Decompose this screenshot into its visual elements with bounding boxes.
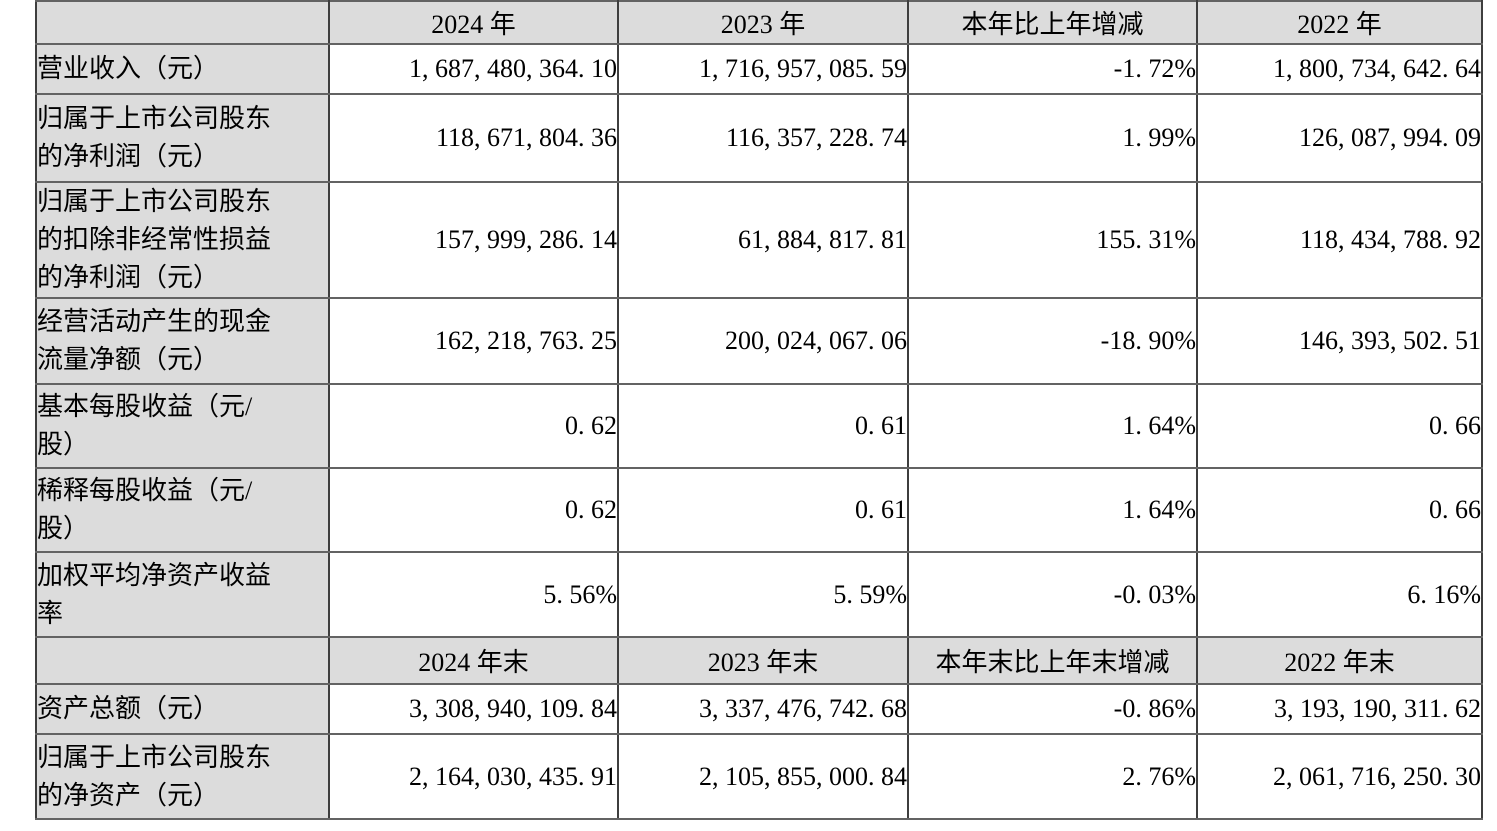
cell-value: 200, 024, 067. 06 xyxy=(617,297,909,385)
column-header-yoy-change: 本年比上年增减 xyxy=(907,0,1198,45)
cell-value: -18. 90% xyxy=(907,297,1198,385)
row-label: 加权平均净资产收益 率 xyxy=(35,551,330,638)
cell-value: 2, 164, 030, 435. 91 xyxy=(328,733,619,820)
row-label: 稀释每股收益（元/ 股） xyxy=(35,467,330,553)
cell-value: 61, 884, 817. 81 xyxy=(617,181,909,299)
row-label: 归属于上市公司股东 的净资产（元） xyxy=(35,733,330,820)
cell-value: 0. 66 xyxy=(1196,467,1483,553)
cell-value: 0. 66 xyxy=(1196,383,1483,469)
row-label: 归属于上市公司股东 的扣除非经常性损益 的净利润（元） xyxy=(35,181,330,299)
table-row-net-assets: 归属于上市公司股东 的净资产（元） 2, 164, 030, 435. 91 2… xyxy=(35,733,1483,820)
row-label: 基本每股收益（元/ 股） xyxy=(35,383,330,469)
row-label: 营业收入（元） xyxy=(35,43,330,95)
column-header-2024-end: 2024 年末 xyxy=(328,636,619,685)
cell-value: 0. 61 xyxy=(617,383,909,469)
table-row-basic-eps: 基本每股收益（元/ 股） 0. 62 0. 61 1. 64% 0. 66 xyxy=(35,383,1483,469)
cell-value: 2. 76% xyxy=(907,733,1198,820)
cell-value: 118, 434, 788. 92 xyxy=(1196,181,1483,299)
table-row-diluted-eps: 稀释每股收益（元/ 股） 0. 62 0. 61 1. 64% 0. 66 xyxy=(35,467,1483,553)
cell-value: 0. 61 xyxy=(617,467,909,553)
cell-value: 6. 16% xyxy=(1196,551,1483,638)
cell-value: 118, 671, 804. 36 xyxy=(328,93,619,183)
cell-value: -0. 86% xyxy=(907,683,1198,735)
cell-value: 1. 99% xyxy=(907,93,1198,183)
column-header-2023-end: 2023 年末 xyxy=(617,636,909,685)
table-header-row-year-end: 2024 年末 2023 年末 本年末比上年末增减 2022 年末 xyxy=(35,636,1483,685)
row-label: 资产总额（元） xyxy=(35,683,330,735)
cell-value: 1, 716, 957, 085. 59 xyxy=(617,43,909,95)
column-header-year-end-change: 本年末比上年末增减 xyxy=(907,636,1198,685)
cell-value: 116, 357, 228. 74 xyxy=(617,93,909,183)
cell-value: 2, 061, 716, 250. 30 xyxy=(1196,733,1483,820)
cell-value: 1, 800, 734, 642. 64 xyxy=(1196,43,1483,95)
cell-value: 2, 105, 855, 000. 84 xyxy=(617,733,909,820)
table-row-operating-cash-flow: 经营活动产生的现金 流量净额（元） 162, 218, 763. 25 200,… xyxy=(35,297,1483,385)
cell-value: 146, 393, 502. 51 xyxy=(1196,297,1483,385)
cell-value: 3, 193, 190, 311. 62 xyxy=(1196,683,1483,735)
cell-value: 1. 64% xyxy=(907,467,1198,553)
cell-value: 1. 64% xyxy=(907,383,1198,469)
cell-value: 126, 087, 994. 09 xyxy=(1196,93,1483,183)
column-header-2022: 2022 年 xyxy=(1196,0,1483,45)
cell-value: 0. 62 xyxy=(328,467,619,553)
cell-value: 162, 218, 763. 25 xyxy=(328,297,619,385)
table-row-total-assets: 资产总额（元） 3, 308, 940, 109. 84 3, 337, 476… xyxy=(35,683,1483,735)
cell-value: 5. 56% xyxy=(328,551,619,638)
column-header-2023: 2023 年 xyxy=(617,0,909,45)
cell-value: 157, 999, 286. 14 xyxy=(328,181,619,299)
cell-value: 3, 308, 940, 109. 84 xyxy=(328,683,619,735)
cell-value: 3, 337, 476, 742. 68 xyxy=(617,683,909,735)
cell-value: 155. 31% xyxy=(907,181,1198,299)
table-row-weighted-avg-roe: 加权平均净资产收益 率 5. 56% 5. 59% -0. 03% 6. 16% xyxy=(35,551,1483,638)
cell-value: -1. 72% xyxy=(907,43,1198,95)
cell-value: 0. 62 xyxy=(328,383,619,469)
header-corner-cell xyxy=(35,0,330,45)
header-corner-cell xyxy=(35,636,330,685)
table-row-net-profit: 归属于上市公司股东 的净利润（元） 118, 671, 804. 36 116,… xyxy=(35,93,1483,183)
table-header-row-annual: 2024 年 2023 年 本年比上年增减 2022 年 xyxy=(35,0,1483,45)
column-header-2022-end: 2022 年末 xyxy=(1196,636,1483,685)
column-header-2024: 2024 年 xyxy=(328,0,619,45)
table-row-revenue: 营业收入（元） 1, 687, 480, 364. 10 1, 716, 957… xyxy=(35,43,1483,95)
row-label: 归属于上市公司股东 的净利润（元） xyxy=(35,93,330,183)
row-label: 经营活动产生的现金 流量净额（元） xyxy=(35,297,330,385)
cell-value: -0. 03% xyxy=(907,551,1198,638)
cell-value: 5. 59% xyxy=(617,551,909,638)
cell-value: 1, 687, 480, 364. 10 xyxy=(328,43,619,95)
financial-summary-table: 2024 年 2023 年 本年比上年增减 2022 年 营业收入（元） 1, … xyxy=(35,0,1483,820)
table-row-net-profit-excl-nonrecurring: 归属于上市公司股东 的扣除非经常性损益 的净利润（元） 157, 999, 28… xyxy=(35,181,1483,299)
